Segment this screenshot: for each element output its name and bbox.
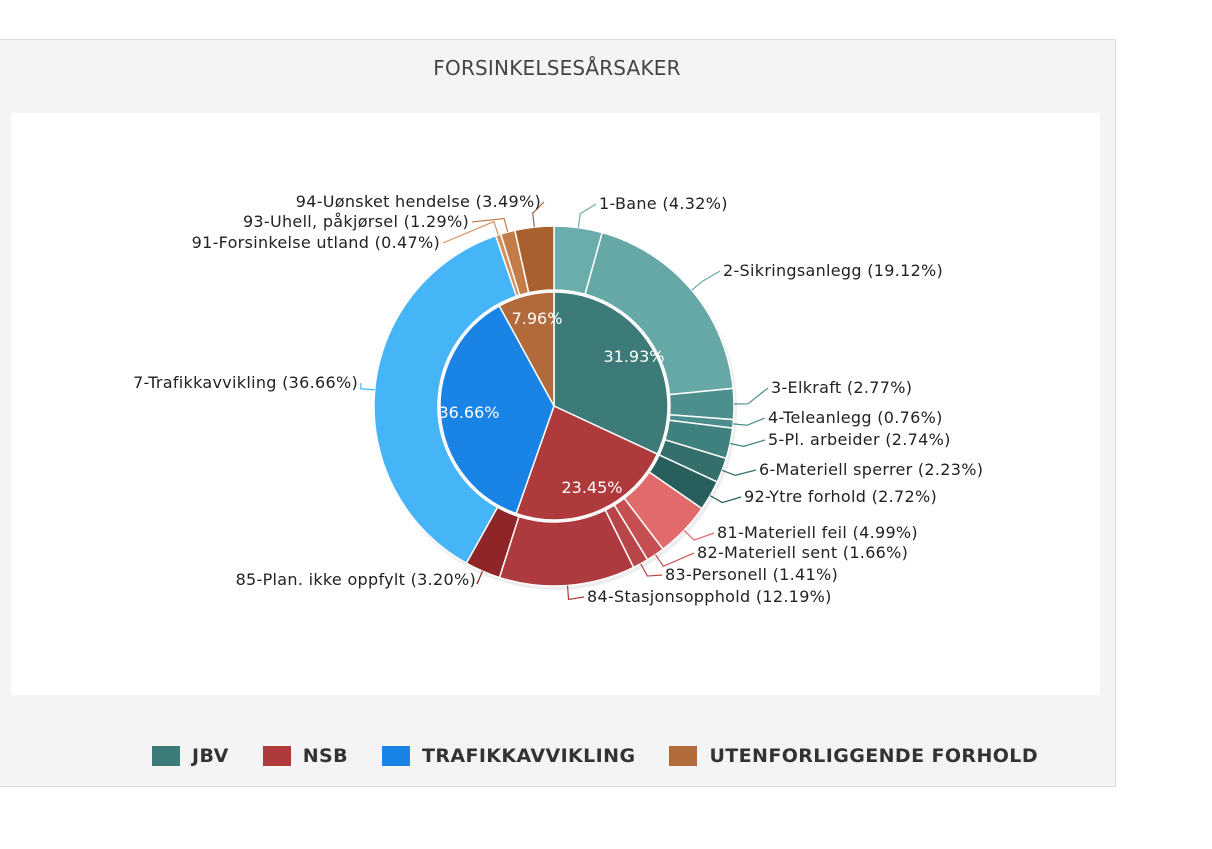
connector-83-personell: [640, 563, 663, 577]
inner-label-jbv: 31.93%: [603, 347, 664, 366]
outer-label-5-pl-arbeider: 5-Pl. arbeider (2.74%): [768, 430, 951, 449]
outer-label-6-materiell-sperrer: 6-Materiell sperrer (2.23%): [759, 460, 983, 479]
outer-label-93-uhell-p-kj-rsel: 93-Uhell, påkjørsel (1.29%): [243, 212, 469, 231]
legend-swatch-nsb: [262, 746, 291, 766]
legend-swatch-trafikkavvikling: [381, 746, 410, 766]
outer-label-94-u-nsket-hendelse: 94-Uønsket hendelse (3.49%): [296, 192, 541, 211]
outer-label-4-teleanlegg: 4-Teleanlegg (0.76%): [768, 408, 943, 427]
outer-label-85-plan-ikke-oppfylt: 85-Plan. ikke oppfylt (3.20%): [236, 570, 476, 589]
inner-label-utenforliggende-forhold: 7.96%: [512, 309, 563, 328]
inner-slice-nsb[interactable]: [515, 404, 659, 521]
outer-slice-7-trafikkavvikling[interactable]: [373, 234, 518, 565]
outer-label-7-trafikkavvikling: 7-Trafikkavvikling (36.66%): [133, 373, 358, 392]
legend-item-jbv[interactable]: JBV: [152, 745, 229, 767]
connector-4-teleanlegg: [733, 417, 766, 426]
connector-81-materiell-feil: [683, 529, 715, 541]
legend-label-utenforliggende: UTENFORLIGGENDE FORHOLD: [709, 745, 1038, 767]
connector-84-stasjonsopphold: [566, 585, 585, 601]
outer-label-2-sikringsanlegg: 2-Sikringsanlegg (19.12%): [723, 261, 943, 280]
legend-label-jbv: JBV: [192, 745, 229, 767]
outer-label-3-elkraft: 3-Elkraft (2.77%): [771, 378, 912, 397]
connector-93-uhell-p-kj-rsel: [471, 217, 509, 233]
legend-item-utenforliggende[interactable]: UTENFORLIGGENDE FORHOLD: [669, 745, 1038, 767]
legend-label-nsb: NSB: [302, 745, 348, 767]
connector-91-forsinkelse-utland: [442, 220, 499, 244]
connector-92-ytre-forhold: [709, 495, 742, 504]
chart-legend: JBV NSB TRAFIKKAVVIKLING UTENFORLIGGENDE…: [152, 743, 1072, 769]
connector-85-plan-ikke-oppfylt: [476, 570, 484, 585]
outer-label-91-forsinkelse-utland: 91-Forsinkelse utland (0.47%): [192, 233, 440, 252]
inner-label-trafikkavvikling: 36.66%: [438, 403, 499, 422]
outer-slice-94-u-nsket-hendelse[interactable]: [513, 225, 555, 294]
connector-82-materiell-sent: [654, 552, 695, 568]
inner-slice-jbv[interactable]: [553, 291, 669, 456]
outer-label-92-ytre-forhold: 92-Ytre forhold (2.72%): [744, 487, 937, 506]
outer-label-84-stasjonsopphold: 84-Stasjonsopphold (12.19%): [587, 587, 832, 606]
connector-1-bane: [577, 203, 597, 228]
connector-2-sikringsanlegg: [691, 270, 721, 291]
connector-6-materiell-sperrer: [721, 469, 757, 476]
inner-slice-utenforliggende-forhold[interactable]: [498, 291, 555, 407]
legend-item-nsb[interactable]: NSB: [262, 745, 348, 767]
outer-label-81-materiell-feil: 81-Materiell feil (4.99%): [717, 523, 918, 542]
chart-title: FORSINKELSESÅRSAKER: [433, 56, 681, 80]
connector-5-pl-arbeider: [729, 439, 766, 447]
legend-item-trafikkavvikling[interactable]: TRAFIKKAVVIKLING: [381, 745, 636, 767]
connector-7-trafikkavvikling: [360, 382, 375, 391]
outer-label-82-materiell-sent: 82-Materiell sent (1.66%): [697, 543, 908, 562]
legend-label-trafikkavvikling: TRAFIKKAVVIKLING: [421, 745, 636, 767]
outer-label-83-personell: 83-Personell (1.41%): [665, 565, 838, 584]
inner-slice-trafikkavvikling[interactable]: [439, 304, 555, 515]
inner-label-nsb: 23.45%: [561, 478, 622, 497]
legend-swatch-jbv: [152, 746, 180, 766]
legend-swatch-utenforliggende: [669, 746, 698, 766]
connector-3-elkraft: [733, 387, 769, 405]
outer-label-1-bane: 1-Bane (4.32%): [599, 194, 728, 213]
connector-94-u-nsket-hendelse: [532, 201, 545, 228]
